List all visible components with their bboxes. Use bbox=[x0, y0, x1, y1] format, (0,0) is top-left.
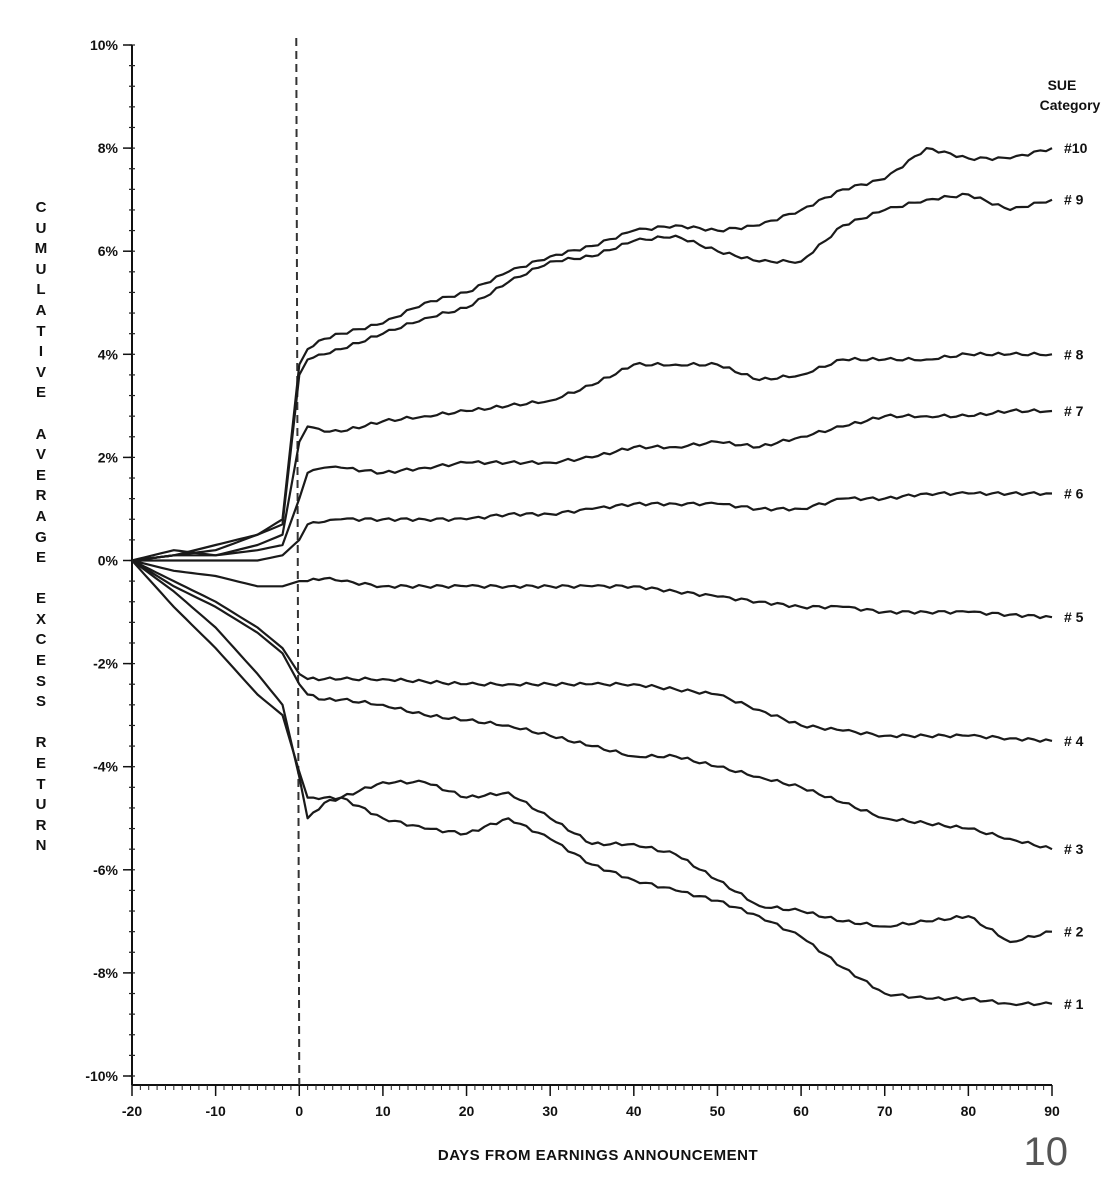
y-axis-title-letter: A bbox=[35, 425, 47, 443]
series-label: # 8 bbox=[1064, 346, 1084, 362]
y-axis-title-letter: V bbox=[35, 446, 46, 464]
legend-title-category: Category bbox=[1040, 97, 1101, 113]
series-label: # 7 bbox=[1064, 403, 1084, 419]
y-tick-label: -6% bbox=[93, 862, 118, 878]
series-label: # 9 bbox=[1064, 192, 1084, 208]
x-tick-label: -20 bbox=[122, 1103, 142, 1119]
x-tick-label: 50 bbox=[710, 1103, 726, 1119]
y-axis-title-letter: R bbox=[35, 734, 47, 752]
series-end-labels: #10 # 9 # 8 # 7 # 6 # 5 # 4 # 3 # 2 # 1 bbox=[1064, 140, 1088, 1012]
y-axis-title-letter: A bbox=[35, 301, 47, 319]
y-axis-title-letter: G bbox=[35, 528, 47, 546]
y-axis-title-letter: U bbox=[35, 796, 47, 814]
y-tick-label: 0% bbox=[98, 553, 119, 569]
y-axis-title-letter: R bbox=[35, 487, 47, 505]
x-tick-label: 70 bbox=[877, 1103, 893, 1119]
y-axis-title-letter: I bbox=[38, 343, 44, 361]
y-axis-title-letter: T bbox=[36, 322, 46, 340]
y-axis-title-letter: E bbox=[35, 549, 46, 567]
series-line-sue-5 bbox=[131, 559, 1053, 620]
y-axis-title-letter bbox=[34, 404, 48, 425]
y-axis-title-letter bbox=[34, 569, 48, 590]
y-axis-title-letter bbox=[34, 713, 48, 734]
y-tick-label: -4% bbox=[93, 759, 118, 775]
y-tick-label: 8% bbox=[98, 140, 119, 156]
y-axis-title-letter: V bbox=[35, 363, 46, 381]
y-axis-title-letter: U bbox=[35, 219, 47, 237]
y-axis-title-letter: A bbox=[35, 507, 47, 525]
y-axis-title-letter: E bbox=[35, 384, 46, 402]
sue-category-series bbox=[131, 147, 1053, 1007]
series-line-sue-1 bbox=[131, 559, 1053, 1007]
y-axis-title-letter: N bbox=[35, 837, 47, 855]
y-axis-title-letter: X bbox=[35, 610, 46, 628]
y-axis-title-letter: U bbox=[35, 260, 47, 278]
series-label: # 4 bbox=[1064, 733, 1084, 749]
series-line-sue-2 bbox=[131, 559, 1053, 944]
y-tick-label: -8% bbox=[93, 965, 118, 981]
x-tick-label: 40 bbox=[626, 1103, 642, 1119]
y-axis-title-letter: S bbox=[35, 672, 46, 690]
x-tick-label: 20 bbox=[459, 1103, 475, 1119]
y-axis-title-letter: T bbox=[36, 775, 46, 793]
page-number: 10 bbox=[1023, 1130, 1069, 1174]
series-line-sue-4 bbox=[131, 559, 1053, 743]
x-tick-label: 80 bbox=[961, 1103, 977, 1119]
y-tick-label: -2% bbox=[93, 656, 118, 672]
series-label: # 3 bbox=[1064, 841, 1084, 857]
series-line-sue-10 bbox=[131, 147, 1053, 562]
series-line-sue-8 bbox=[131, 351, 1053, 562]
series-label: # 5 bbox=[1064, 609, 1084, 625]
x-tick-label: 90 bbox=[1044, 1103, 1060, 1119]
y-tick-label: 10% bbox=[90, 37, 119, 53]
legend-title-sue: SUE bbox=[1048, 77, 1077, 93]
y-tick-label: 4% bbox=[98, 346, 119, 362]
y-axis-title-letter: R bbox=[35, 816, 47, 834]
chart-axes: 10% 8% 6% 4% 2% 0% -2% -4% -6% -8% -10% -20 -10 0 10 20… bbox=[85, 37, 1060, 1119]
series-label: #10 bbox=[1064, 140, 1088, 156]
y-axis-title-letter: E bbox=[35, 466, 46, 484]
x-tick-label: 30 bbox=[542, 1103, 558, 1119]
y-axis-title-letter: E bbox=[35, 590, 46, 608]
x-axis-title: DAYS FROM EARNINGS ANNOUNCEMENT bbox=[438, 1147, 758, 1164]
series-line-sue-7 bbox=[131, 408, 1053, 562]
series-line-sue-3 bbox=[131, 559, 1053, 851]
x-tick-label: -10 bbox=[206, 1103, 226, 1119]
x-tick-label: 0 bbox=[295, 1103, 303, 1119]
series-label: # 6 bbox=[1064, 485, 1084, 501]
y-axis-title-letter: L bbox=[36, 281, 46, 299]
series-label: # 1 bbox=[1064, 996, 1084, 1012]
y-tick-label: 2% bbox=[98, 449, 119, 465]
y-axis-title-letter: C bbox=[35, 199, 47, 216]
y-axis-title-letter: E bbox=[35, 652, 46, 670]
series-line-sue-9 bbox=[131, 192, 1053, 562]
x-tick-label: 10 bbox=[375, 1103, 391, 1119]
x-tick-label: 60 bbox=[793, 1103, 809, 1119]
series-label: # 2 bbox=[1064, 924, 1084, 940]
y-axis-title-letter: C bbox=[35, 631, 47, 649]
announcement-day-reference-line bbox=[295, 37, 301, 1086]
y-axis-title-letter: M bbox=[34, 240, 48, 258]
series-line-sue-6 bbox=[132, 491, 1053, 562]
y-axis-title-letter: E bbox=[35, 755, 46, 773]
y-tick-label: 6% bbox=[98, 243, 119, 259]
y-axis-title-letter: S bbox=[35, 693, 46, 711]
y-tick-label: -10% bbox=[85, 1068, 118, 1084]
